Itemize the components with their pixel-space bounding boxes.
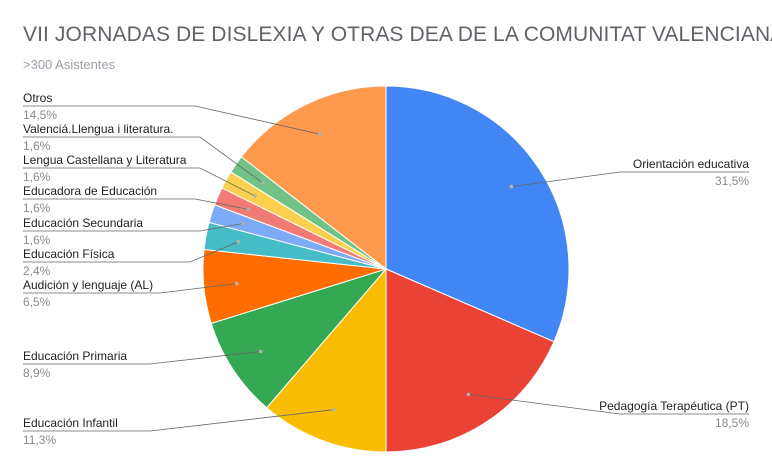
pie-slice <box>210 268 388 409</box>
pie-slice <box>385 268 555 453</box>
leader-line <box>23 283 237 294</box>
leader-dot <box>241 221 245 226</box>
leader-dot <box>509 184 514 189</box>
leader-line <box>23 351 261 365</box>
slice-label: Audición y lenguaje (AL) <box>23 278 153 292</box>
leader-dot <box>234 281 239 286</box>
slice-percent-label: 1,6% <box>23 170 51 184</box>
slice-percent-label: 1,6% <box>23 139 51 153</box>
slice-percent-label: 1,6% <box>23 233 51 247</box>
slice-percent-label: 2,4% <box>23 264 51 278</box>
pie-slice <box>240 85 387 271</box>
slice-label: Educación Infantil <box>23 416 118 430</box>
leader-dot <box>318 132 322 136</box>
leader-line <box>23 167 256 197</box>
chart-subtitle: >300 Asistentes <box>23 57 116 72</box>
leader-line <box>511 171 749 187</box>
slice-label: Educación Física <box>23 247 115 261</box>
leader-dot <box>253 194 257 198</box>
leader-dot <box>246 207 251 212</box>
leader-line <box>23 136 264 184</box>
leader-dot <box>236 240 241 244</box>
slice-percent-label: 11,3% <box>23 433 56 447</box>
slice-label: Otros <box>23 91 52 105</box>
leader-dot <box>261 181 265 185</box>
slice-label: Educadora de Educación <box>23 184 157 198</box>
leader-line <box>23 241 239 263</box>
slice-percent-label: 14,5% <box>23 108 57 122</box>
pie-slice <box>266 267 387 453</box>
slice-label: Orientación educativa <box>633 157 749 171</box>
slice-percent-label: 8,9% <box>23 366 51 380</box>
chart-title: VII JORNADAS DE DISLEXIA Y OTRAS DEA DE … <box>23 23 772 46</box>
slice-percent-label: 6,5% <box>23 295 51 309</box>
pie-slice <box>385 85 570 343</box>
slice-percent-label: 18,5% <box>715 416 749 430</box>
slice-label: Educación Primaria <box>23 349 127 363</box>
slice-percent-label: 1,6% <box>23 201 51 215</box>
leader-line <box>468 394 749 415</box>
leader-dot <box>258 349 263 354</box>
slice-label: Lengua Castellana y Literatura <box>23 153 187 167</box>
leader-line <box>23 223 244 232</box>
leader-dot <box>332 407 336 412</box>
leader-line <box>23 105 321 135</box>
slice-percent-label: 31,5% <box>715 174 749 188</box>
slice-label: Pedagogía Terapéutica (PT) <box>599 399 749 413</box>
slice-label: Educación Secundaria <box>23 216 143 230</box>
leader-line <box>23 198 249 210</box>
slice-label: Valenciá.Llengua i literatura. <box>23 122 174 136</box>
leader-line <box>23 409 334 432</box>
leader-dot <box>466 392 471 397</box>
